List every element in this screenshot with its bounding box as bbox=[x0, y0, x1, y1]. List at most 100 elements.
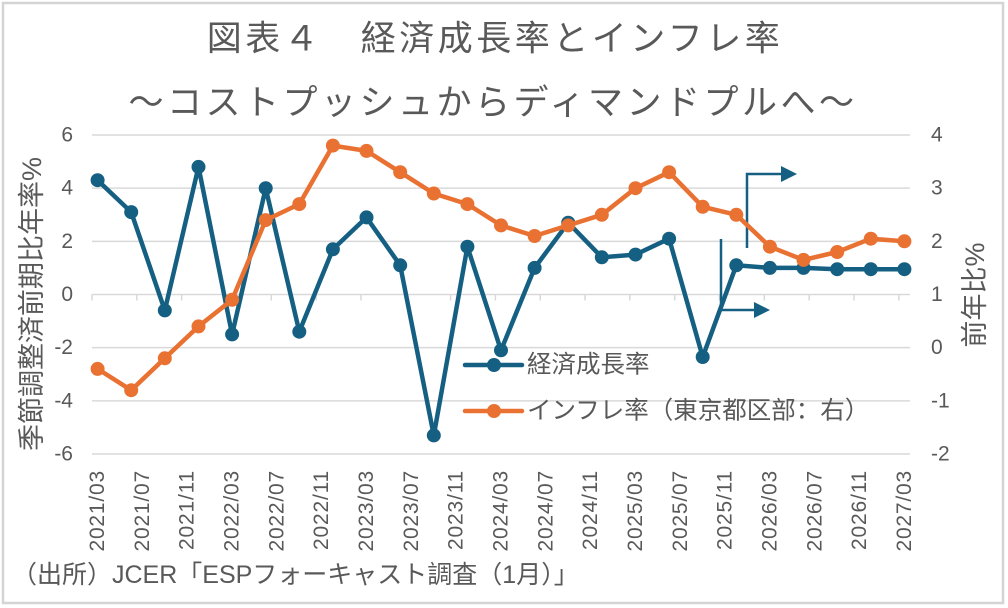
y-left-tick-label: 2 bbox=[61, 230, 73, 253]
data-point bbox=[897, 262, 912, 277]
x-tick-label: 2026/11 bbox=[848, 470, 871, 550]
legend-marker-icon bbox=[487, 358, 501, 372]
data-point bbox=[90, 361, 105, 376]
y-axis-right-title: 前年比% bbox=[960, 242, 990, 347]
data-point bbox=[426, 428, 441, 443]
series-inflation bbox=[90, 138, 912, 398]
data-point bbox=[124, 383, 139, 398]
x-tick-label: 2023/11 bbox=[445, 470, 468, 550]
legend-item-inflation: インフレ率（東京都区部：右） bbox=[462, 397, 869, 425]
x-tick-label: 2023/03 bbox=[355, 470, 378, 552]
x-tick-label: 2025/07 bbox=[669, 470, 692, 552]
legend-marker-icon bbox=[487, 404, 501, 418]
data-point bbox=[762, 239, 777, 254]
data-point bbox=[225, 292, 240, 307]
x-tick-label: 2024/03 bbox=[490, 470, 513, 552]
y-axis-left: 6 4 2 0 -2 -4 -6 bbox=[54, 124, 73, 466]
x-tick-label: 2023/07 bbox=[400, 470, 423, 552]
x-tick-label: 2026/03 bbox=[758, 470, 781, 552]
legend-label-inflation: インフレ率（東京都区部：右） bbox=[527, 397, 869, 425]
x-tick-label: 2021/03 bbox=[86, 470, 109, 552]
chart-title: 図表４ 経済成長率とインフレ率 bbox=[207, 20, 783, 59]
data-point bbox=[628, 247, 643, 262]
y-right-tick-label: -1 bbox=[931, 389, 950, 412]
y-right-tick-label: 4 bbox=[931, 124, 943, 147]
x-tick-label: 2024/11 bbox=[579, 470, 602, 550]
legend-item-gdp-growth: 経済成長率 bbox=[462, 351, 650, 379]
data-point bbox=[393, 258, 408, 273]
data-point bbox=[124, 205, 139, 220]
legend-label-gdp-growth: 経済成長率 bbox=[527, 351, 650, 379]
data-point bbox=[258, 181, 273, 196]
x-tick-label: 2027/03 bbox=[893, 470, 916, 552]
source-note: （出所）JCER「ESPフォーキャスト調査（1月）」 bbox=[12, 561, 579, 589]
data-point bbox=[729, 258, 744, 273]
data-point bbox=[695, 350, 710, 364]
data-point bbox=[191, 319, 206, 334]
data-point bbox=[258, 213, 273, 228]
data-point bbox=[527, 260, 542, 275]
legend: 経済成長率 インフレ率（東京都区部：右） bbox=[462, 351, 869, 425]
data-point bbox=[494, 218, 508, 233]
data-point bbox=[796, 252, 811, 267]
x-tick-label: 2025/11 bbox=[714, 470, 737, 550]
data-point bbox=[393, 165, 408, 180]
y-right-tick-label: -2 bbox=[931, 443, 950, 466]
x-tick-label: 2025/03 bbox=[624, 470, 647, 552]
data-point bbox=[460, 239, 475, 254]
data-point bbox=[191, 159, 206, 174]
data-point bbox=[527, 229, 542, 243]
x-tick-label: 2024/07 bbox=[534, 470, 557, 552]
x-tick-label: 2021/11 bbox=[176, 470, 199, 550]
y-left-tick-label: 4 bbox=[61, 177, 73, 200]
data-point bbox=[90, 173, 105, 188]
data-point bbox=[359, 210, 374, 225]
y-right-tick-label: 2 bbox=[931, 230, 943, 253]
data-point bbox=[292, 324, 307, 339]
data-point bbox=[225, 327, 240, 342]
data-point bbox=[662, 165, 677, 180]
y-left-tick-label: -4 bbox=[54, 389, 73, 412]
data-point bbox=[830, 245, 845, 259]
data-point bbox=[662, 231, 677, 246]
data-point bbox=[292, 197, 307, 212]
data-point bbox=[863, 262, 878, 277]
data-point bbox=[157, 351, 172, 366]
data-point bbox=[359, 143, 374, 158]
data-point bbox=[157, 303, 172, 318]
y-right-tick-label: 3 bbox=[931, 177, 943, 200]
x-axis: 2021/03 2021/07 2021/11 2022/03 2022/07 2022/… bbox=[86, 294, 916, 552]
data-point bbox=[628, 181, 643, 196]
x-tick-label: 2022/07 bbox=[265, 470, 288, 552]
y-left-tick-label: -2 bbox=[54, 336, 73, 359]
series-gdp-growth bbox=[90, 159, 912, 443]
x-tick-label: 2022/03 bbox=[221, 470, 244, 552]
y-axis-left-title: 季節調整済前期比年率% bbox=[17, 157, 47, 451]
data-point bbox=[897, 234, 912, 249]
data-point bbox=[426, 186, 441, 201]
data-point bbox=[460, 197, 475, 212]
data-point bbox=[561, 218, 576, 233]
y-left-tick-label: -6 bbox=[54, 443, 73, 466]
y-left-tick-label: 6 bbox=[61, 124, 73, 147]
data-point bbox=[762, 260, 777, 275]
chart-subtitle: ～コストプッシュからディマンドプルへ～ bbox=[128, 84, 857, 123]
data-point bbox=[325, 242, 340, 257]
arrow-right-icon bbox=[781, 166, 797, 182]
x-tick-label: 2022/11 bbox=[310, 470, 333, 550]
data-point bbox=[863, 231, 878, 246]
data-point bbox=[494, 343, 508, 358]
x-tick-label: 2021/07 bbox=[131, 470, 154, 552]
data-point bbox=[729, 207, 744, 222]
y-right-tick-label: 0 bbox=[931, 336, 943, 359]
data-point bbox=[830, 262, 845, 277]
arrow-right-icon bbox=[754, 302, 770, 318]
data-point bbox=[695, 199, 710, 214]
y-axis-right: 4 3 2 1 0 -1 -2 bbox=[931, 124, 950, 466]
y-right-tick-label: 1 bbox=[931, 283, 943, 306]
x-tick-label: 2026/07 bbox=[803, 470, 826, 552]
data-point bbox=[325, 138, 340, 153]
y-left-tick-label: 0 bbox=[61, 283, 73, 306]
